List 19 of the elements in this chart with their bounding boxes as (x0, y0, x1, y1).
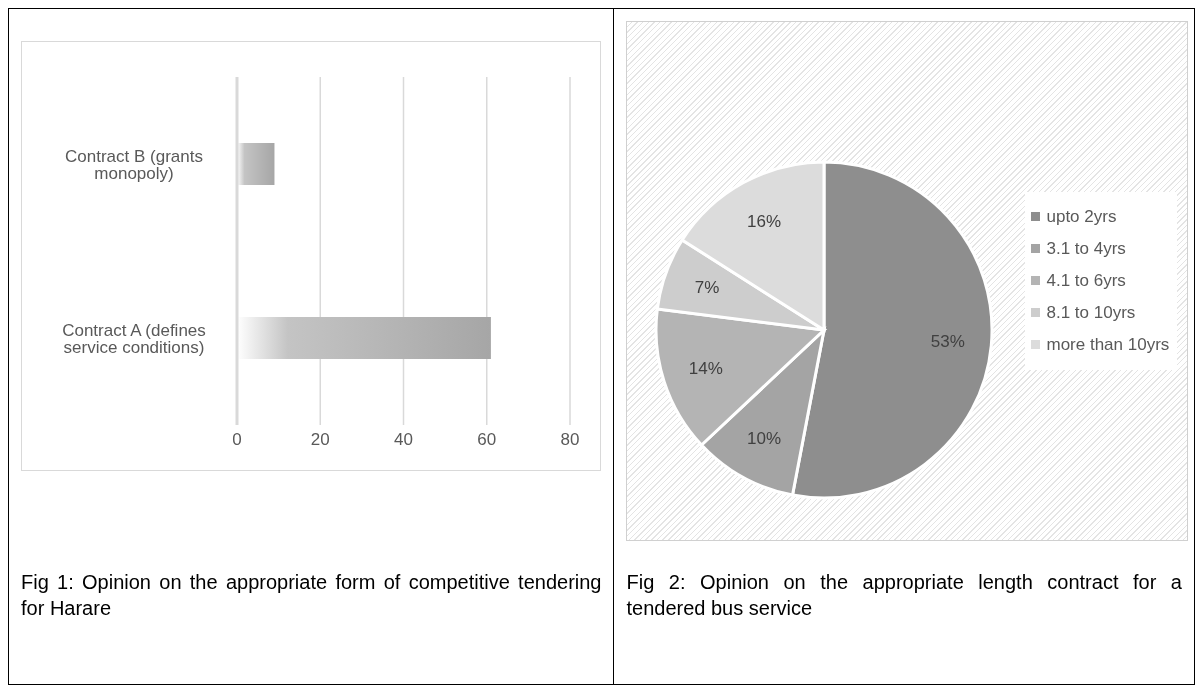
legend-label: 3.1 to 4yrs (1046, 238, 1126, 260)
legend-label: 8.1 to 10yrs (1046, 302, 1136, 324)
y-tick-label: Contract B (grants monopoly) (65, 146, 203, 183)
y-tick-label: Contract A (defines service conditions) (62, 320, 206, 357)
data-label: 14% (689, 358, 724, 378)
data-label: 10% (747, 429, 782, 449)
x-tick-label: 60 (477, 430, 497, 450)
text: Fig 1: Opinion on the appropriate form of competitive tendering for Harare (21, 570, 602, 621)
text: Fig 2: Opinion on the appropriate length contract for a tendered bus service (626, 570, 1182, 621)
data-label: 7% (695, 278, 720, 298)
legend-label: 4.1 to 6yrs (1046, 270, 1126, 292)
legend-label: more than 10yrs (1046, 334, 1170, 356)
data-label: 16% (747, 211, 782, 231)
x-tick-label: 20 (310, 430, 330, 450)
legend-label: upto 2yrs (1046, 206, 1117, 228)
data-label: 53% (931, 332, 966, 352)
x-tick-label: 80 (560, 430, 580, 450)
x-tick-label: 0 (232, 430, 242, 450)
x-tick-label: 40 (394, 430, 413, 450)
